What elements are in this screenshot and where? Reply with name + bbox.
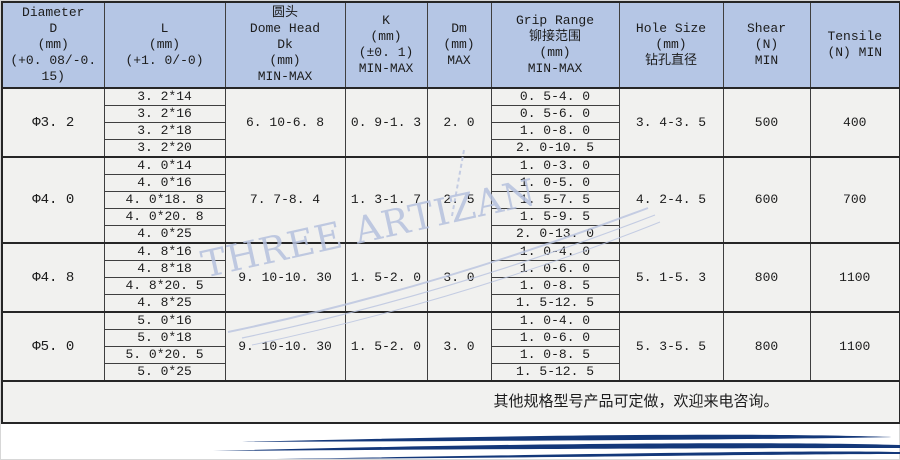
cell-hole-size: 5. 3-5. 5 (618, 311, 724, 382)
header-cell-k: K (mm) (±0. 1) MIN-MAX (344, 1, 428, 89)
cell-shear: 500 (722, 87, 811, 158)
cell-dome-head: 7. 7-8. 4 (224, 156, 346, 244)
cell-dm: 2. 0 (426, 87, 492, 158)
cell-shear: 800 (722, 311, 811, 382)
cell-l-value: 5. 0*18 (103, 329, 226, 347)
table-row: Φ4. 8 4. 8*16 9. 10-10. 30 1. 5-2. 0 3. … (1, 242, 900, 313)
cell-l-value: 4. 8*20. 5 (103, 277, 226, 295)
cell-grip-value: 2. 0-10. 5 (490, 139, 620, 158)
table-row: 3. 2*18 1. 0-8. 0 (2, 122, 900, 140)
table-row: 5. 0*20. 5 1. 0-8. 5 (2, 346, 900, 364)
cell-grip-value: 1. 0-5. 0 (490, 174, 620, 192)
cell-dome-head: 9. 10-10. 30 (224, 242, 346, 313)
header-cell-length: L (mm) (+1. 0/-0) (103, 1, 226, 89)
table-row: 4. 0*18. 8 1. 5-7. 5 (2, 191, 900, 209)
cell-grip-value: 1. 5-7. 5 (490, 191, 620, 209)
cell-l-value: 5. 0*16 (103, 311, 226, 330)
cell-hole-size: 3. 4-3. 5 (618, 87, 724, 158)
rivet-spec-table: Diameter D (mm) (+0. 08/-0. 15) L (mm) (… (1, 1, 900, 424)
cell-grip-value: 1. 0-8. 5 (490, 346, 620, 364)
cell-tensile: 1100 (809, 311, 900, 382)
cell-tensile: 700 (809, 156, 900, 244)
cell-k: 1. 5-2. 0 (344, 242, 428, 313)
cell-l-value: 5. 0*20. 5 (103, 346, 226, 364)
table-row: Φ4. 0 4. 0*14 7. 7-8. 4 1. 3-1. 7 2. 5 1… (1, 156, 900, 244)
cell-grip-value: 1. 0-6. 0 (490, 329, 620, 347)
cell-dm: 2. 5 (426, 156, 492, 244)
cell-grip-value: 0. 5-6. 0 (490, 105, 620, 123)
header-cell-dome-head: 圆头 Dome Head Dk (mm) MIN-MAX (224, 1, 346, 89)
cell-grip-value: 1. 0-8. 0 (490, 122, 620, 140)
cell-grip-value: 1. 0-3. 0 (490, 156, 620, 175)
cell-l-value: 5. 0*25 (103, 363, 226, 382)
cell-l-value: 3. 2*18 (103, 122, 226, 140)
cell-grip-value: 0. 5-4. 0 (490, 87, 620, 106)
bottom-swoosh-decoration (213, 434, 900, 459)
cell-l-value: 4. 0*25 (103, 225, 226, 244)
cell-grip-value: 1. 5-12. 5 (490, 294, 620, 313)
cell-grip-value: 1. 0-4. 0 (490, 311, 620, 330)
cell-dm: 3. 0 (426, 242, 492, 313)
table-row: Φ3. 2 3. 2*14 6. 10-6. 8 0. 9-1. 3 2. 0 … (1, 87, 900, 158)
cell-grip-value: 1. 0-4. 0 (490, 242, 620, 261)
cell-tensile: 1100 (809, 242, 900, 313)
footer-note: 其他规格型号产品可定做，欢迎来电咨询。 (1, 380, 900, 424)
cell-l-value: 4. 8*25 (103, 294, 226, 313)
cell-diameter: Φ4. 0 (1, 156, 105, 244)
cell-diameter: Φ3. 2 (1, 87, 105, 158)
cell-grip-value: 2. 0-13. 0 (490, 225, 620, 244)
header-cell-dm: Dm (mm) MAX (426, 1, 492, 89)
cell-l-value: 3. 2*16 (103, 105, 226, 123)
cell-grip-value: 1. 0-8. 5 (490, 277, 620, 295)
table-row: 3. 2*20 2. 0-10. 5 (2, 139, 900, 158)
cell-l-value: 4. 8*18 (103, 260, 226, 278)
cell-diameter: Φ5. 0 (1, 311, 105, 382)
cell-l-value: 4. 0*14 (103, 156, 226, 175)
cell-l-value: 4. 0*20. 8 (103, 208, 226, 226)
cell-k: 1. 5-2. 0 (344, 311, 428, 382)
cell-l-value: 3. 2*14 (103, 87, 226, 106)
header-row: Diameter D (mm) (+0. 08/-0. 15) L (mm) (… (1, 1, 900, 89)
header-cell-shear: Shear (N) MIN (722, 1, 811, 89)
table-row: Φ5. 0 5. 0*16 9. 10-10. 30 1. 5-2. 0 3. … (1, 311, 900, 382)
cell-hole-size: 5. 1-5. 3 (618, 242, 724, 313)
header-cell-tensile: Tensile (N) MIN (809, 1, 900, 89)
cell-l-value: 4. 8*16 (103, 242, 226, 261)
cell-hole-size: 4. 2-4. 5 (618, 156, 724, 244)
cell-diameter: Φ4. 8 (1, 242, 105, 313)
table-row: 5. 0*25 1. 5-12. 5 (2, 363, 900, 382)
cell-grip-value: 1. 5-12. 5 (490, 363, 620, 382)
header-cell-diameter: Diameter D (mm) (+0. 08/-0. 15) (1, 1, 105, 89)
header-cell-hole-size: Hole Size (mm) 钻孔直径 (618, 1, 724, 89)
cell-shear: 600 (722, 156, 811, 244)
cell-l-value: 3. 2*20 (103, 139, 226, 158)
cell-dome-head: 9. 10-10. 30 (224, 311, 346, 382)
cell-l-value: 4. 0*16 (103, 174, 226, 192)
cell-grip-value: 1. 5-9. 5 (490, 208, 620, 226)
cell-grip-value: 1. 0-6. 0 (490, 260, 620, 278)
header-cell-grip-range: Grip Range 铆接范围 (mm) MIN-MAX (490, 1, 620, 89)
cell-dome-head: 6. 10-6. 8 (224, 87, 346, 158)
cell-k: 0. 9-1. 3 (344, 87, 428, 158)
cell-l-value: 4. 0*18. 8 (103, 191, 226, 209)
cell-k: 1. 3-1. 7 (344, 156, 428, 244)
cell-tensile: 400 (809, 87, 900, 158)
cell-dm: 3. 0 (426, 311, 492, 382)
cell-shear: 800 (722, 242, 811, 313)
footer-row: 其他规格型号产品可定做，欢迎来电咨询。 (1, 380, 900, 424)
